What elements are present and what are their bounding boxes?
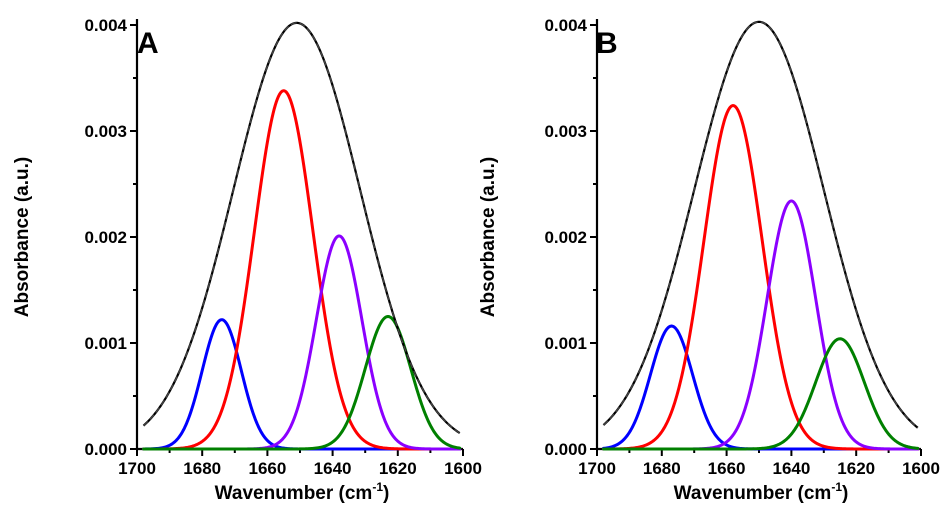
x-tick-label: 1660 [248, 459, 286, 478]
x-tick-label: 1700 [578, 459, 616, 478]
component-band-4 [601, 337, 920, 451]
x-tick-label: 1600 [902, 459, 940, 478]
y-tick-label: 0.004 [544, 16, 587, 35]
x-axis-title: Wavenumber (cm-1) [674, 480, 849, 504]
x-tick-label: 1680 [643, 459, 681, 478]
y-tick-label: 0.002 [544, 228, 587, 247]
x-axis-title-main: Wavenumber (cm [215, 483, 373, 504]
panel-letter: A [137, 27, 159, 60]
y-tick-label: 0.004 [84, 16, 127, 35]
x-tick-label: 1660 [708, 459, 746, 478]
envelope-fit-curve [143, 22, 461, 434]
y-tick-label: 0.001 [84, 334, 127, 353]
y-tick-label: 0.000 [544, 440, 587, 459]
x-axis-title-tail: ) [842, 483, 848, 504]
component-band-2 [142, 89, 462, 451]
y-axis-title: Absorbance (a.u.) [478, 157, 499, 317]
x-tick-label: 1640 [314, 459, 352, 478]
x-tick-label: 1620 [837, 459, 875, 478]
envelope-fit-curve [603, 21, 919, 429]
x-tick-label: 1620 [379, 459, 417, 478]
x-axis-title-main: Wavenumber (cm [674, 483, 832, 504]
x-axis-title-tail: ) [383, 483, 389, 504]
y-tick-label: 0.000 [84, 440, 127, 459]
panel-letter: B [596, 27, 618, 60]
component-band-2 [601, 104, 920, 451]
y-tick-label: 0.003 [84, 122, 127, 141]
y-tick-label: 0.002 [84, 228, 127, 247]
x-tick-label: 1640 [772, 459, 810, 478]
component-band-4 [142, 315, 462, 451]
y-axis-title: Absorbance (a.u.) [12, 157, 33, 317]
y-tick-label: 0.001 [544, 334, 587, 353]
panel-a: 0.000 0.001 0.002 0.003 0.004 1700 1680 1660 164… [12, 16, 482, 504]
x-tick-label: 1600 [444, 459, 482, 478]
x-axis-title: Wavenumber (cm-1) [215, 480, 390, 504]
panel-b: 0.000 0.001 0.002 0.003 0.004 1700 1680 1660 164… [478, 16, 940, 504]
x-tick-label: 1700 [118, 459, 156, 478]
y-tick-label: 0.003 [544, 122, 587, 141]
x-axis-title-sup: -1 [372, 480, 383, 494]
x-tick-label: 1680 [183, 459, 221, 478]
x-axis-title-sup: -1 [831, 480, 842, 494]
